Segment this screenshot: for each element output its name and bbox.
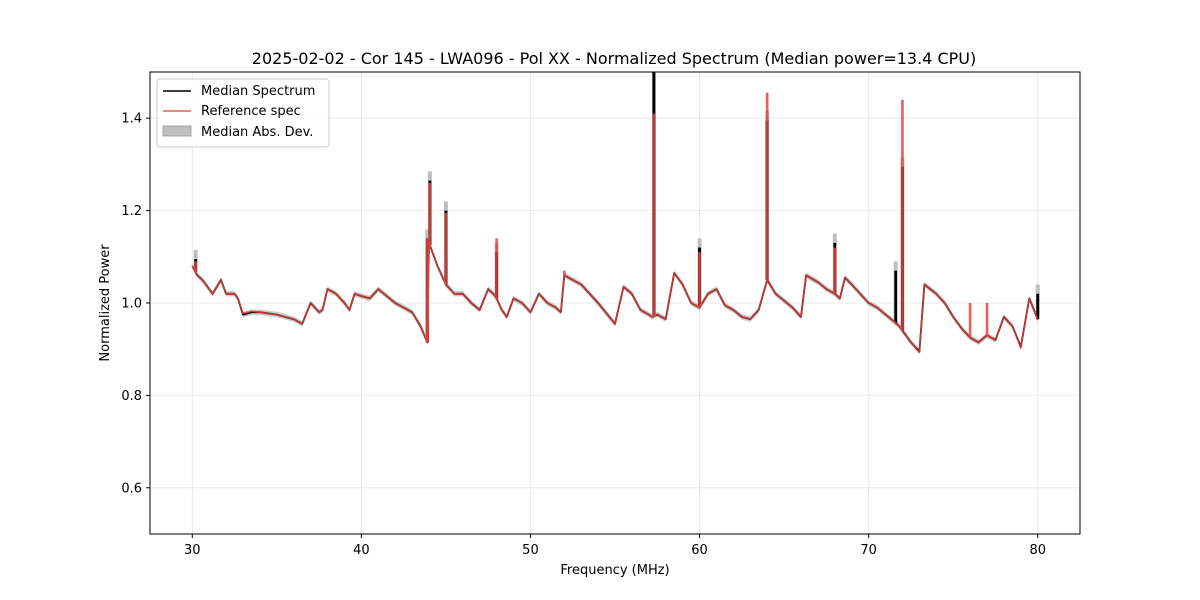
x-axis-ticks: 30 40 50 60 70 80: [184, 534, 1046, 558]
x-tick-label: 70: [860, 543, 877, 558]
legend: Median Spectrum Reference spec Median Ab…: [156, 78, 330, 148]
y-axis-label: Normalized Power: [98, 244, 113, 362]
grid-lines: [150, 72, 1080, 534]
y-tick-label: 1.2: [121, 204, 142, 219]
x-axis-label: Frequency (MHz): [560, 563, 669, 578]
reference-spectrum-line: [191, 242, 1039, 354]
reference-series-layer: [191, 92, 1039, 354]
mad-band-layer: [192, 240, 1038, 355]
legend-box: [156, 78, 330, 148]
legend-median-label: Median Spectrum: [201, 84, 315, 99]
x-tick-label: 50: [522, 543, 539, 558]
y-tick-label: 0.6: [121, 481, 142, 496]
legend-reference-label: Reference spec: [201, 104, 301, 119]
x-tick-label: 40: [353, 543, 370, 558]
y-tick-label: 0.8: [121, 389, 142, 404]
mad-band: [192, 240, 1038, 355]
y-tick-label: 1.4: [121, 112, 142, 127]
x-tick-label: 80: [1029, 543, 1046, 558]
legend-mad-label: Median Abs. Dev.: [201, 125, 313, 140]
y-tick-label: 1.0: [121, 297, 142, 312]
y-axis-ticks: 0.6 0.8 1.0 1.2 1.4: [121, 112, 150, 496]
x-tick-label: 30: [184, 543, 201, 558]
chart-title: 2025-02-02 - Cor 145 - LWA096 - Pol XX -…: [252, 49, 976, 68]
legend-mad-swatch: [162, 125, 192, 137]
x-tick-label: 60: [691, 543, 708, 558]
